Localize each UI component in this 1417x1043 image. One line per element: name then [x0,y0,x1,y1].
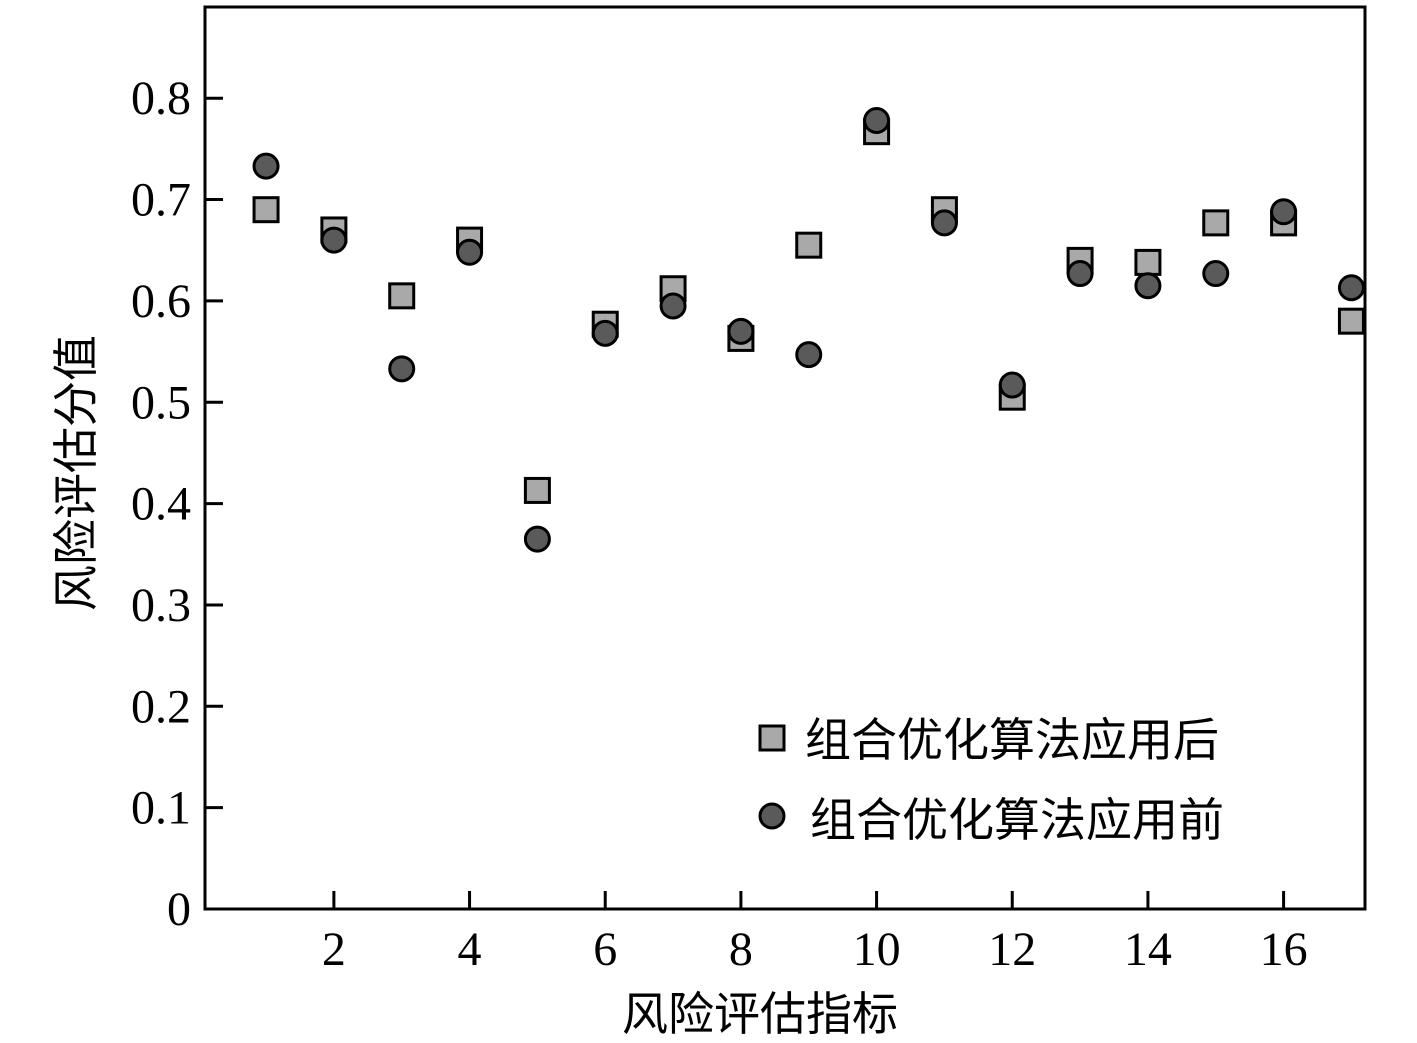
point-before [1270,198,1298,226]
x-tick-label: 8 [729,923,753,976]
legend-label-before: 组合优化算法应用前 [810,793,1224,847]
x-tick-label: 2 [322,923,346,976]
point-after [252,196,280,224]
x-tick-label: 14 [1124,923,1172,976]
point-before [1134,272,1162,300]
legend-label-after: 组合优化算法应用后 [805,713,1219,767]
x-axis-title: 风险评估指标 [622,987,898,1041]
point-after [1202,209,1230,237]
point-before [1202,260,1230,288]
x-tick-label: 10 [853,923,901,976]
y-tick-label: 0.7 [131,174,191,227]
x-tick-label: 4 [458,923,482,976]
y-tick-label: 0.6 [131,275,191,328]
legend-marker-before [758,802,786,830]
point-before [727,317,755,345]
x-tick-label: 6 [593,923,617,976]
y-tick-label: 0.5 [131,376,191,429]
point-after [1337,307,1365,335]
x-tick-label: 16 [1260,923,1308,976]
point-before [252,152,280,180]
y-tick-label: 0 [167,883,191,936]
point-before [591,319,619,347]
plot-frame [203,5,1367,911]
y-tick-label: 0.2 [131,680,191,733]
y-tick-label: 0.3 [131,579,191,632]
y-tick-label: 0.1 [131,782,191,835]
point-before [388,355,416,383]
point-after [795,231,823,259]
x-axis-ticks: 2 4 6 8 10 12 14 16 [322,891,1308,976]
point-before [930,209,958,237]
y-tick-label: 0.4 [131,478,191,531]
legend: 组合优化算法应用后 组合优化算法应用前 [758,713,1224,847]
x-tick-label: 12 [988,923,1036,976]
point-after [388,282,416,310]
legend-marker-after [758,724,786,752]
y-axis-title: 风险评估分值 [49,335,103,611]
point-before [659,292,687,320]
y-tick-label: 0.8 [131,72,191,125]
point-before [795,341,823,369]
point-before [1337,274,1365,302]
point-before [863,107,891,135]
point-after [523,476,551,504]
point-before [998,371,1026,399]
point-before [1066,260,1094,288]
point-before [523,525,551,553]
point-before [320,226,348,254]
point-after [1134,248,1162,276]
y-axis-ticks: 0 0.1 0.2 0.3 0.4 0.5 0.6 0.7 0.8 [131,72,223,936]
point-before [456,238,484,266]
data-points [252,107,1365,553]
